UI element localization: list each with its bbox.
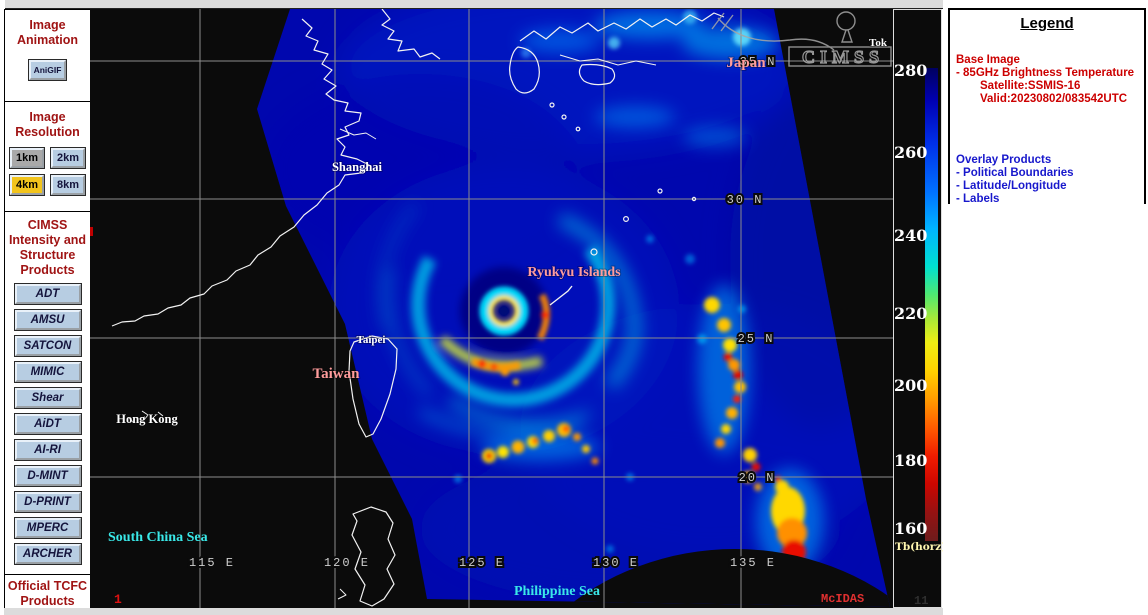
convection-chain: [480, 423, 600, 465]
resolution-8km-button[interactable]: 8km: [50, 174, 86, 196]
lon-label-135e: 135 E: [730, 556, 776, 570]
mimic-button[interactable]: MIMIC: [13, 361, 82, 383]
colorbar-corner-mark: 11: [914, 594, 929, 608]
satellite-image: 35 N 30 N 25 N 20 N 115 E 120 E 125 E 13…: [90, 9, 893, 608]
d-print-button[interactable]: D-PRINT: [13, 491, 82, 513]
colorbar-tick: 200: [894, 376, 928, 395]
lat-label-35n: 35 N: [740, 55, 777, 69]
overlay-products-heading: Overlay Products: [956, 154, 1052, 166]
image-animation-section: Image Animation AniGIF: [5, 10, 90, 102]
intensity-products-title: CIMSS Intensity and Structure Products: [8, 218, 87, 277]
grid-labels: 35 N 30 N 25 N 20 N 115 E 120 E 125 E 13…: [187, 53, 777, 572]
colorbar-tick: 280: [894, 61, 928, 80]
mcidas-credit: McIDAS: [821, 592, 864, 606]
legend-title: Legend: [1020, 15, 1074, 32]
map-label-japan: Japan: [726, 55, 766, 71]
colorbar-tick: 220: [894, 304, 928, 323]
sidebar: Image Animation AniGIF Image Resolution …: [4, 9, 91, 615]
lon-label-120e: 120 E: [324, 556, 370, 570]
lat-lon-grid: [90, 9, 893, 608]
lon-label-130e: 130 E: [593, 556, 639, 570]
map-label-tokyo-clipped: Tok: [869, 37, 888, 49]
overlay-item: - Labels: [956, 193, 1000, 205]
shear-button[interactable]: Shear: [13, 387, 82, 409]
map-label-ryukyu-islands: Ryukyu Islands: [527, 265, 621, 280]
colorbar-tick: 160: [894, 519, 928, 538]
satcon-button[interactable]: SATCON: [13, 335, 82, 357]
base-image-valid: Valid:20230802/083542UTC: [980, 93, 1128, 105]
resolution-1km-button[interactable]: 1km: [9, 147, 45, 169]
window-top-strip: [5, 0, 1148, 9]
colorbar-gradient: [925, 68, 938, 541]
adt-button[interactable]: ADT: [13, 283, 82, 305]
map-label-taipei: Taipei: [357, 334, 386, 346]
colorbar-panel: 280 260 240 220 200 180 160 Tb(horz) 11: [893, 9, 947, 608]
south-convection-blob: [756, 469, 824, 574]
colorbar-tick: 180: [894, 451, 928, 470]
official-tcfc-title: Official TCFC Products: [7, 579, 88, 608]
east-convection-band: [685, 254, 762, 491]
satellite-image-svg: 35 N 30 N 25 N 20 N 115 E 120 E 125 E 13…: [90, 9, 893, 608]
image-resolution-title: Image Resolution: [15, 110, 80, 139]
map-label-philippine-sea: Philippine Sea: [514, 584, 600, 599]
cimss-watermark-text: CIMSS: [802, 47, 884, 67]
lat-label-25n: 25 N: [738, 332, 775, 346]
image-animation-title: Image Animation: [16, 18, 79, 47]
archer-button[interactable]: ARCHER: [13, 543, 82, 565]
cimss-watermark: CIMSS: [711, 11, 892, 68]
ai-ri-button[interactable]: AI-RI: [13, 439, 82, 461]
swath: [257, 9, 890, 607]
legend-box: Legend Base Image - 85GHz Brightness Tem…: [948, 8, 1146, 205]
mperc-button[interactable]: MPERC: [13, 517, 82, 539]
colorbar-tick: 240: [894, 226, 928, 245]
image-resolution-section: Image Resolution 1km 2km 4km 8km: [5, 102, 90, 212]
edge-marker: [90, 227, 93, 236]
aidt-button[interactable]: AiDT: [13, 413, 82, 435]
d-mint-button[interactable]: D-MINT: [13, 465, 82, 487]
map-label-taiwan: Taiwan: [313, 366, 361, 382]
colorbar-unit-label: Tb(horz): [895, 541, 947, 553]
legend-frame: Legend Base Image - 85GHz Brightness Tem…: [943, 0, 1148, 615]
resolution-button-grid: 1km 2km 4km 8km: [5, 147, 90, 196]
resolution-2km-button[interactable]: 2km: [50, 147, 86, 169]
lat-label-30n: 30 N: [727, 193, 764, 207]
amsu-button[interactable]: AMSU: [13, 309, 82, 331]
lat-label-20n: 20 N: [739, 471, 776, 485]
map-label-shanghai: Shanghai: [332, 160, 383, 174]
lon-label-125e: 125 E: [459, 556, 505, 570]
intensity-products-section: CIMSS Intensity and Structure Products A…: [5, 212, 90, 575]
north-cloud-streaks: [520, 11, 778, 147]
overlay-item: - Political Boundaries: [956, 167, 1074, 179]
overlay-item: - Latitude/Longitude: [956, 180, 1067, 192]
base-image-product: - 85GHz Brightness Temperature: [956, 67, 1135, 79]
map-label-south-china-sea: South China Sea: [108, 530, 208, 545]
official-tcfc-section: Official TCFC Products: [5, 575, 90, 615]
anigif-button[interactable]: AniGIF: [27, 59, 68, 81]
colorbar-tick: 260: [894, 143, 928, 162]
typhoon: [377, 202, 642, 438]
base-image-heading: Base Image: [956, 54, 1020, 66]
base-image-satellite: Satellite:SSMIS-16: [980, 80, 1081, 92]
map-labels: Japan Shanghai Ryukyu Islands Taipei Tai…: [108, 36, 889, 599]
resolution-4km-button[interactable]: 4km: [9, 174, 45, 196]
frame-number: 1: [114, 592, 122, 607]
lon-label-115e: 115 E: [189, 556, 235, 570]
map-label-hong-kong: Hong Kong: [116, 412, 178, 426]
window-bottom-strip: [4, 608, 943, 615]
coastlines: [111, 9, 725, 607]
